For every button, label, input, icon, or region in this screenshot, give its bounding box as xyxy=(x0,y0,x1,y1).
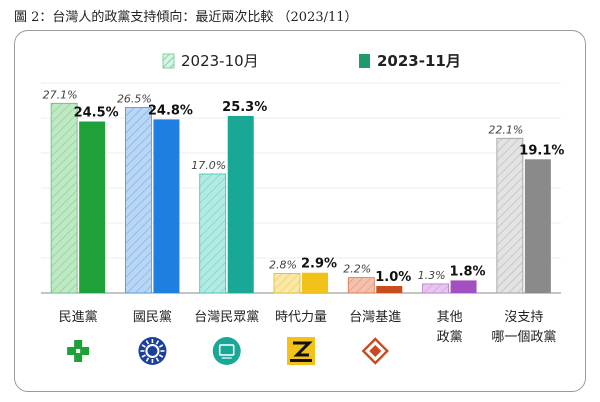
bar-2023-11 xyxy=(450,280,477,293)
legend-label-2023-10: 2023-10月 xyxy=(181,52,259,70)
bar-2023-11 xyxy=(302,272,328,293)
bar-2023-10 xyxy=(125,107,152,294)
category-label: 其他政黨 xyxy=(437,310,463,345)
data-label-2023-10: 26.5% xyxy=(117,93,152,106)
chart-frame: 2023-10月 2023-11月 27.1% 24.5% 民進黨 26.5% 24.8%… xyxy=(14,30,586,392)
data-label-2023-11: 1.8% xyxy=(450,264,486,279)
data-label-2023-11: 2.9% xyxy=(301,257,337,272)
data-label-2023-10: 2.2% xyxy=(343,263,371,276)
data-label-2023-11: 1.0% xyxy=(375,270,411,285)
category-label: 民進黨 xyxy=(59,310,98,325)
party-logos xyxy=(64,337,390,365)
category-label: 台灣民眾黨 xyxy=(194,310,259,325)
bar-2023-11 xyxy=(153,119,180,294)
data-label-2023-11: 24.8% xyxy=(148,103,193,118)
bar-2023-11 xyxy=(524,159,551,293)
bar-2023-11 xyxy=(227,115,254,294)
tsp-logo-icon xyxy=(361,337,390,365)
bar-2023-11 xyxy=(79,121,106,293)
bar-2023-10 xyxy=(496,137,524,294)
data-label-2023-11: 24.5% xyxy=(74,106,119,121)
dpp-logo-icon xyxy=(64,337,93,365)
chart-legend: 2023-10月 2023-11月 xyxy=(162,52,461,70)
bar-chart: 2023-10月 2023-11月 27.1% 24.5% 民進黨 26.5%24.8%… xyxy=(41,52,564,365)
data-label-2023-10: 2.8% xyxy=(269,258,297,271)
data-label-2023-11: 19.1% xyxy=(519,143,564,158)
data-label-2023-10: 22.1% xyxy=(488,123,523,136)
category-label: 時代力量 xyxy=(275,310,327,325)
category-label: 台灣基進 xyxy=(349,310,401,325)
legend-swatch-2023-10 xyxy=(162,53,175,69)
category-label: 國民黨 xyxy=(133,310,172,325)
data-label-2023-10: 27.1% xyxy=(43,88,78,101)
plot-area: 27.1% 24.5% 民進黨 26.5%24.8% 國民黨 17.0% 25.3% 台灣民眾… xyxy=(41,82,564,345)
tpp-logo-icon xyxy=(212,337,241,365)
bar-2023-10 xyxy=(199,173,227,294)
bar-2023-10 xyxy=(273,272,301,294)
data-label-2023-10: 1.3% xyxy=(418,269,446,282)
legend-label-2023-11: 2023-11月 xyxy=(377,52,461,70)
kmt-logo-icon xyxy=(138,337,167,365)
legend-swatch-2023-11 xyxy=(359,54,370,68)
bar-2023-10 xyxy=(347,277,375,294)
data-label-2023-10: 17.0% xyxy=(191,159,226,172)
data-label-2023-11: 25.3% xyxy=(222,100,267,115)
category-label: 沒支持哪一個政黨 xyxy=(491,310,556,345)
npp-logo-icon xyxy=(287,337,315,365)
bar-2023-10 xyxy=(50,102,78,294)
chart-title: 圖 2：台灣人的政黨支持傾向：最近兩次比較 （2023/11） xyxy=(14,10,358,25)
bar-2023-11 xyxy=(376,286,403,293)
bar-2023-10 xyxy=(422,283,449,294)
